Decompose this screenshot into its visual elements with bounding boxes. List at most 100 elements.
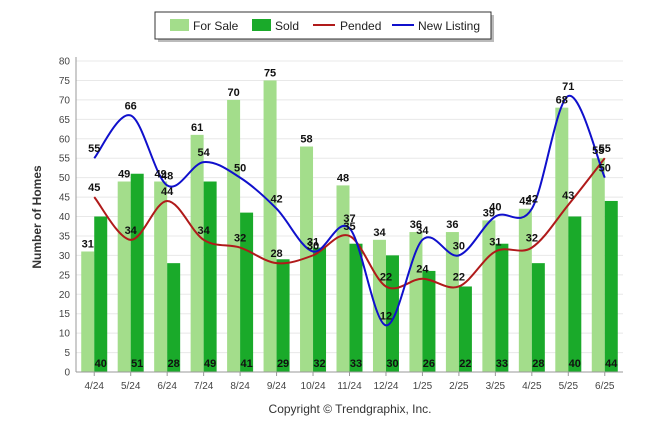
y-tick-label: 5: [64, 348, 70, 359]
data-label-new-listing: 50: [599, 163, 611, 175]
data-label-sold: 29: [277, 358, 289, 370]
legend-swatch-sold: [252, 19, 271, 31]
data-label-pended: 28: [270, 248, 282, 260]
bar-for-sale: [300, 146, 314, 372]
data-label-sold: 33: [350, 358, 362, 370]
data-label-new-listing: 54: [198, 147, 211, 159]
bar-for-sale: [154, 181, 168, 372]
data-label-pended: 43: [562, 190, 574, 202]
x-tick-label: 11/24: [337, 381, 362, 392]
data-label-for-sale: 39: [483, 207, 495, 219]
y-tick-label: 75: [59, 76, 71, 87]
bar-for-sale: [555, 107, 569, 373]
bar-sold: [130, 173, 144, 372]
data-label-pended: 35: [343, 221, 355, 233]
data-label-pended: 34: [198, 225, 211, 237]
data-labels: 31 40 49 51 49 28 61 49 70 41 75 29 58 32 48 33 34 30 36 26…: [82, 67, 619, 370]
legend: For Sale Sold Pended New Listing: [154, 11, 494, 42]
data-label-pended: 55: [599, 143, 611, 155]
data-label-for-sale: 36: [410, 219, 422, 231]
bar-for-sale: [190, 134, 204, 372]
legend-swatch-for-sale: [170, 19, 189, 31]
y-axis-label: Number of Homes: [30, 165, 44, 269]
data-label-for-sale: 55: [592, 145, 604, 157]
bar-sold: [385, 255, 399, 372]
bar-for-sale: [81, 251, 95, 372]
x-tick-label: 1/25: [413, 381, 433, 392]
data-label-new-listing: 30: [453, 240, 465, 252]
bar-sold: [167, 263, 181, 372]
data-label-sold: 30: [386, 358, 398, 370]
x-tick-label: 4/25: [522, 381, 542, 392]
data-label-sold: 40: [569, 358, 581, 370]
bar-sold: [349, 243, 363, 372]
y-tick-label: 60: [59, 134, 71, 145]
data-label-sold: 22: [459, 358, 471, 370]
y-tick-label: 65: [59, 115, 71, 126]
data-label-pended: 22: [380, 271, 392, 283]
line-pended: [93, 157, 606, 290]
legend-label-for-sale: For Sale: [193, 19, 239, 33]
data-label-for-sale: 61: [191, 122, 203, 134]
bar-sold: [568, 216, 582, 372]
data-label-sold: 32: [313, 358, 325, 370]
y-tick-label: 30: [59, 251, 71, 262]
data-label-new-listing: 37: [343, 213, 355, 225]
y-tick-label: 35: [59, 231, 71, 242]
x-tick-label: 3/25: [486, 381, 506, 392]
data-label-for-sale: 36: [446, 219, 458, 231]
data-label-for-sale: 48: [337, 172, 349, 184]
data-label-for-sale: 42: [519, 196, 531, 208]
data-label-for-sale: 70: [227, 87, 239, 99]
data-label-new-listing: 34: [416, 225, 429, 237]
series-lines: [93, 94, 606, 327]
bar-sold: [531, 263, 545, 372]
data-label-new-listing: 31: [307, 236, 319, 248]
y-tick-label: 0: [64, 368, 70, 379]
data-label-pended: 32: [526, 233, 538, 245]
data-label-for-sale: 68: [556, 95, 568, 107]
y-tick-label: 25: [59, 270, 71, 281]
data-label-new-listing: 42: [526, 194, 538, 206]
bar-sold: [495, 243, 509, 372]
x-tick-label: 8/24: [230, 381, 250, 392]
bar-for-sale: [117, 181, 131, 372]
bar-for-sale: [336, 185, 350, 372]
axes: 0 5 10 15 20 25 30 35 40 45 50 55 60 65 70 75 80 4/24 5/24…: [59, 57, 623, 392]
data-label-sold: 40: [95, 358, 107, 370]
y-tick-label: 50: [59, 173, 71, 184]
data-label-for-sale: 49: [118, 169, 130, 181]
x-tick-label: 12/24: [373, 381, 398, 392]
data-label-pended: 32: [234, 233, 246, 245]
x-tick-label: 6/24: [157, 381, 177, 392]
data-label-sold: 33: [496, 358, 508, 370]
bar-sold: [276, 259, 290, 372]
bar-for-sale: [409, 232, 423, 372]
bar-for-sale: [372, 239, 386, 372]
data-label-pended: 30: [307, 240, 319, 252]
x-tick-label: 6/25: [595, 381, 615, 392]
legend-label-pended: Pended: [340, 19, 381, 33]
y-tick-label: 15: [59, 309, 71, 320]
data-label-new-listing: 40: [489, 202, 501, 214]
data-label-sold: 51: [131, 358, 143, 370]
data-label-new-listing: 66: [125, 100, 137, 112]
data-label-pended: 31: [489, 236, 501, 248]
legend-label-sold: Sold: [275, 19, 299, 33]
bar-sold: [604, 200, 618, 372]
y-tick-label: 70: [59, 95, 71, 106]
data-label-pended: 34: [125, 225, 138, 237]
data-label-sold: 44: [605, 358, 618, 370]
data-label-new-listing: 48: [161, 170, 173, 182]
data-label-pended: 44: [161, 186, 174, 198]
y-tick-label: 20: [59, 290, 71, 301]
data-label-sold: 41: [240, 358, 252, 370]
data-label-sold: 28: [168, 358, 180, 370]
copyright-footer: Copyright © Trendgraphix, Inc.: [269, 402, 432, 416]
bar-sold: [458, 286, 472, 372]
y-tick-label: 45: [59, 193, 71, 204]
bar-sold: [422, 270, 436, 372]
data-label-sold: 49: [204, 358, 216, 370]
legend-label-new-listing: New Listing: [418, 19, 480, 33]
